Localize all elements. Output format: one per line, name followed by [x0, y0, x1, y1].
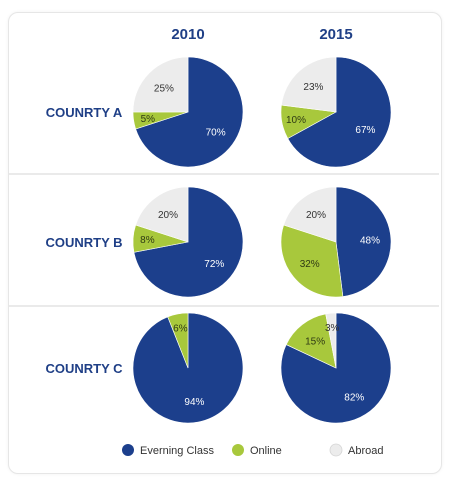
pie-label-evening-class: 72%: [204, 259, 224, 270]
pie-label-evening-class: 82%: [344, 392, 364, 403]
pie-slice-evening-class: [133, 186, 244, 298]
pie-slice-online: [280, 224, 344, 298]
pie-slice-online: [167, 312, 189, 369]
legend-label-everning-class: Everning Class: [140, 445, 214, 457]
pie-counrty-b-2015: 48% 32% 20%: [280, 186, 392, 298]
column-header-2015: 2015: [319, 26, 352, 43]
legend-swatch-online: [232, 444, 244, 456]
pie-slice-evening-class: [335, 186, 392, 297]
pie-label-online: 6%: [173, 324, 188, 335]
pie-label-abroad: 20%: [306, 210, 326, 221]
pie-label-abroad: 20%: [158, 210, 178, 221]
legend-item-everning-class: Everning Class: [122, 444, 214, 457]
pie-counrty-b-2010: 72% 8% 20%: [132, 186, 244, 298]
pie-counrty-a-2015: 67% 10% 23%: [280, 56, 392, 168]
pie-label-online: 10%: [286, 115, 306, 126]
pie-label-abroad: 3%: [325, 323, 340, 334]
legend-item-abroad: Abroad: [329, 443, 383, 457]
legend-label-abroad: Abroad: [348, 445, 383, 457]
legend-swatch-everning-class: [122, 444, 134, 456]
row-label-counrty-a: COUNRTY A: [46, 105, 123, 120]
pie-label-online: 8%: [140, 235, 155, 246]
legend-label-online: Online: [250, 445, 282, 457]
legend-item-online: Online: [232, 444, 282, 457]
pie-label-evening-class: 67%: [355, 125, 375, 136]
column-header-2010: 2010: [171, 26, 204, 43]
pie-label-evening-class: 48%: [360, 235, 380, 246]
pie-slice-evening-class: [287, 56, 392, 168]
pie-label-evening-class: 94%: [184, 397, 204, 408]
pie-counrty-c-2015: 82% 15%3%: [280, 312, 392, 424]
pie-slice-abroad: [132, 56, 189, 113]
row-label-counrty-b: COUNRTY B: [45, 235, 122, 250]
pie-label-abroad: 23%: [303, 82, 323, 93]
pie-label-abroad: 25%: [154, 83, 174, 94]
pie-slice-evening-class: [135, 56, 244, 168]
row-label-counrty-c: COUNRTY C: [45, 361, 123, 376]
pie-slice-abroad: [281, 56, 337, 113]
pie-label-online: 32%: [300, 259, 320, 270]
pie-slice-abroad: [283, 186, 337, 243]
pie-counrty-c-2010: 94% 6%: [132, 312, 244, 424]
legend-swatch-abroad: [329, 443, 343, 457]
pie-counrty-a-2010: 70% 5% 25%: [132, 56, 244, 168]
pie-label-evening-class: 70%: [206, 128, 226, 139]
pie-slice-abroad: [135, 186, 189, 243]
pie-label-online: 5%: [141, 114, 156, 125]
pie-slice-online: [285, 313, 337, 369]
pie-slice-abroad: [325, 312, 337, 369]
pie-label-online: 15%: [305, 337, 325, 348]
